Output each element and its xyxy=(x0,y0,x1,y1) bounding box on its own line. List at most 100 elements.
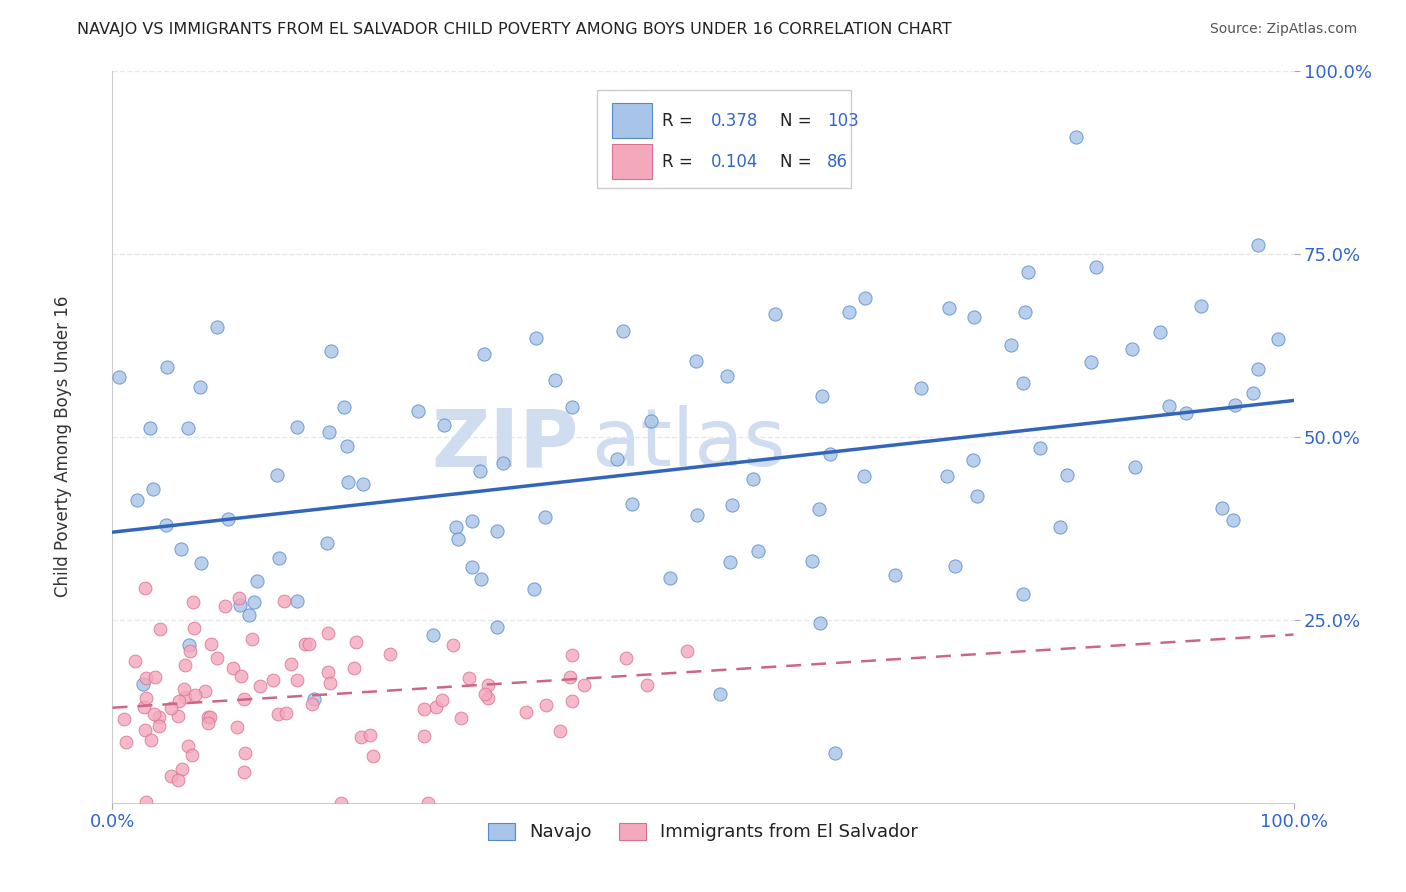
FancyBboxPatch shape xyxy=(596,90,851,188)
Point xyxy=(1029,441,1052,455)
Point xyxy=(606,452,628,467)
Point xyxy=(1049,520,1071,534)
Point xyxy=(1222,513,1244,527)
Point xyxy=(181,595,204,609)
Point xyxy=(167,709,190,723)
Point xyxy=(962,452,984,467)
Point xyxy=(318,425,340,439)
Point xyxy=(179,638,201,652)
Point xyxy=(298,637,321,651)
Point xyxy=(659,571,682,585)
Point xyxy=(910,381,932,395)
Point xyxy=(818,447,841,461)
Point xyxy=(536,698,558,712)
Point xyxy=(125,493,148,508)
Point xyxy=(1149,325,1171,339)
Point xyxy=(1267,332,1289,346)
Point xyxy=(167,694,190,708)
Point xyxy=(200,710,222,724)
Point xyxy=(294,637,316,651)
Point xyxy=(249,679,271,693)
Point xyxy=(183,621,205,635)
Point xyxy=(114,735,136,749)
Point xyxy=(233,764,256,779)
Point xyxy=(266,467,288,482)
Point xyxy=(686,508,709,522)
Point xyxy=(808,615,831,630)
Point xyxy=(167,772,190,787)
Point xyxy=(359,728,381,742)
Point xyxy=(155,518,177,533)
Point xyxy=(422,628,444,642)
Point xyxy=(614,650,637,665)
Point xyxy=(143,707,166,722)
Text: Source: ZipAtlas.com: Source: ZipAtlas.com xyxy=(1209,22,1357,37)
Point xyxy=(124,654,146,668)
Point xyxy=(177,739,200,754)
Point xyxy=(173,690,195,704)
Point xyxy=(721,498,744,512)
Point xyxy=(416,796,439,810)
Point xyxy=(145,670,167,684)
Point xyxy=(333,401,356,415)
Text: N =: N = xyxy=(780,153,817,171)
Point xyxy=(173,681,195,696)
Point xyxy=(172,762,194,776)
Text: 103: 103 xyxy=(827,112,859,129)
Point xyxy=(197,710,219,724)
Text: 0.378: 0.378 xyxy=(711,112,759,129)
Point xyxy=(205,650,228,665)
Point xyxy=(231,669,253,683)
Point xyxy=(477,677,499,691)
Point xyxy=(350,730,373,744)
Point xyxy=(412,729,434,743)
Point xyxy=(285,420,308,434)
Point xyxy=(1175,406,1198,420)
Point xyxy=(188,380,211,394)
Point xyxy=(470,572,492,586)
Point xyxy=(472,346,495,360)
Point xyxy=(544,373,567,387)
Point xyxy=(148,709,170,723)
Point xyxy=(716,369,738,384)
Point xyxy=(461,514,484,528)
Point xyxy=(176,421,198,435)
Point xyxy=(274,706,297,720)
Text: 86: 86 xyxy=(827,153,848,171)
Point xyxy=(1012,587,1035,601)
Point xyxy=(709,687,731,701)
Point xyxy=(1246,238,1268,252)
Point xyxy=(742,472,765,486)
Point xyxy=(413,702,436,716)
Point xyxy=(1017,265,1039,279)
Point xyxy=(1121,342,1143,356)
Point xyxy=(492,456,515,470)
Point xyxy=(149,623,172,637)
Point xyxy=(1225,398,1247,412)
FancyBboxPatch shape xyxy=(612,145,652,179)
Point xyxy=(238,608,260,623)
Point xyxy=(853,468,876,483)
Point xyxy=(221,661,243,675)
Point xyxy=(450,711,472,725)
Point xyxy=(811,389,834,403)
Point xyxy=(523,582,546,596)
Point xyxy=(316,626,339,640)
Point xyxy=(807,502,830,516)
Point xyxy=(343,660,366,674)
Point xyxy=(474,687,496,701)
Point xyxy=(112,712,135,726)
Point xyxy=(280,657,302,671)
Point xyxy=(262,673,284,688)
Point xyxy=(824,746,846,760)
Point xyxy=(1014,305,1036,319)
Point xyxy=(966,489,988,503)
Point xyxy=(361,748,384,763)
Point xyxy=(838,305,860,319)
Point xyxy=(763,308,786,322)
Point xyxy=(108,369,131,384)
Point xyxy=(344,635,367,649)
Point xyxy=(485,620,508,634)
Point xyxy=(561,694,583,708)
Point xyxy=(936,469,959,483)
